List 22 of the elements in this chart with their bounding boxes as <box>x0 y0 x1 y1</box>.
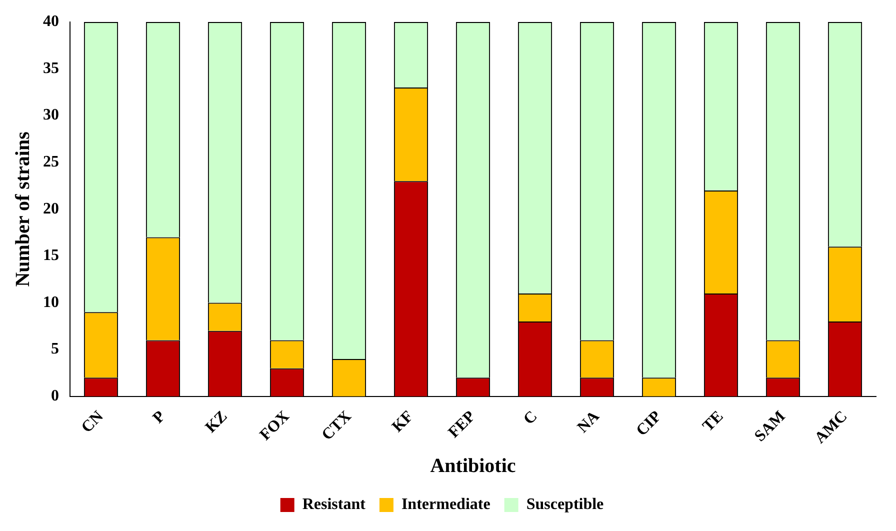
x-tick-label: C <box>520 408 541 428</box>
x-tick-label: KF <box>389 408 417 436</box>
x-tick-label: CN <box>78 408 108 436</box>
y-tick-label: 20 <box>43 200 59 218</box>
x-tick-label: KZ <box>202 408 231 436</box>
y-tick-label: 25 <box>43 154 59 171</box>
y-tick-label: 35 <box>43 60 59 77</box>
y-tick-label: 15 <box>43 247 59 264</box>
legend-label: Resistant <box>302 496 366 514</box>
y-tick-label: 40 <box>43 13 59 30</box>
y-tick-label: 30 <box>43 106 59 124</box>
x-axis-title: Antibiotic <box>430 455 516 478</box>
x-tick-label: TE <box>700 408 727 436</box>
legend-label: Intermediate <box>401 496 490 514</box>
y-tick-label: 0 <box>51 388 59 405</box>
y-tick-label: 5 <box>51 340 59 358</box>
x-tick-label: NA <box>574 408 604 436</box>
y-tick-label: 10 <box>43 294 59 311</box>
x-tick-label: P <box>150 408 169 427</box>
x-tick-label: CIP <box>633 408 665 440</box>
legend-label: Susceptible <box>526 496 604 514</box>
y-axis-title: Number of strains <box>12 131 34 287</box>
